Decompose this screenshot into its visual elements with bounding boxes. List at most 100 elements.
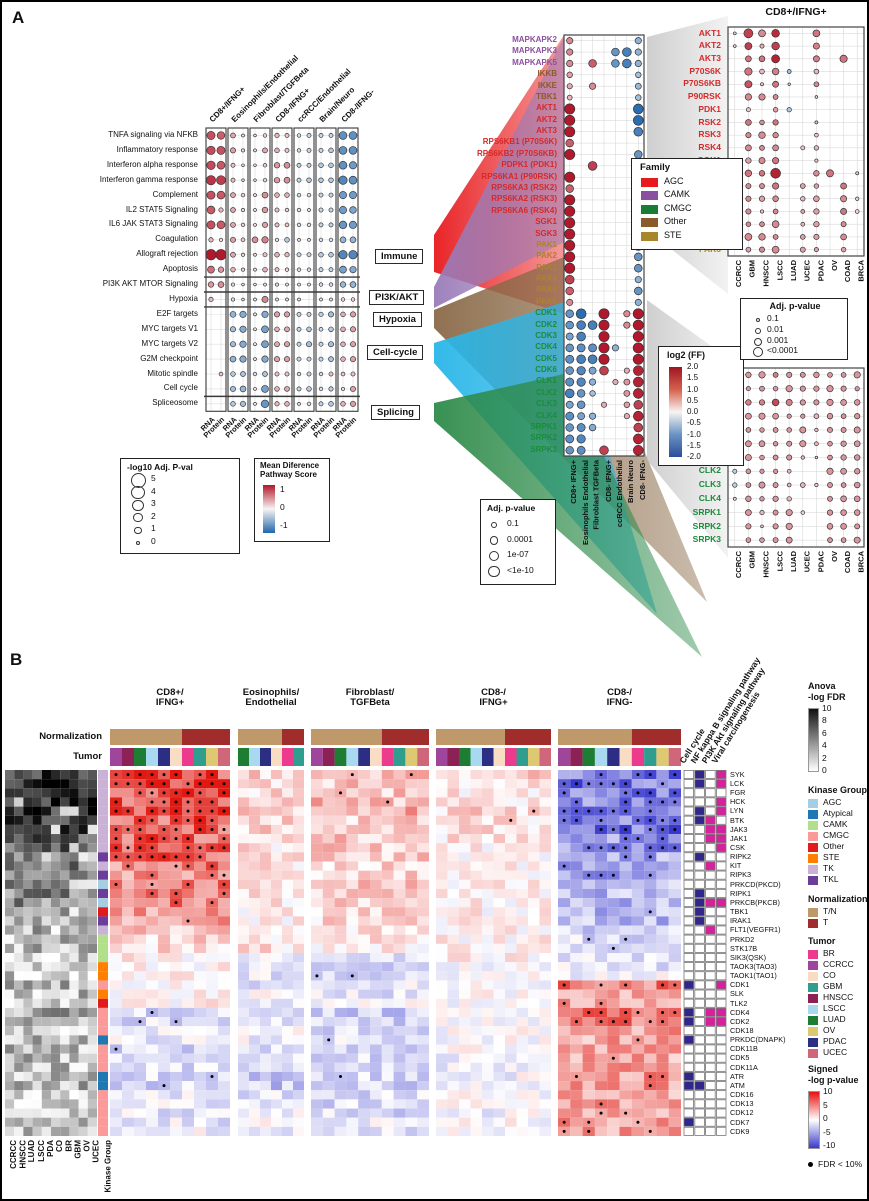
tumor-swatch [808, 1016, 818, 1025]
kinase-group-swatch [808, 854, 818, 863]
pathway-row-label: MYC targets V2 [141, 338, 198, 348]
tumor-label: PDAC [823, 1036, 847, 1046]
right-col-tick: HNSCC [761, 551, 771, 578]
anova-legend-bar [808, 708, 819, 772]
right-col-tick: BRCA [856, 260, 866, 282]
signed-legend-tick: -5 [823, 1126, 831, 1137]
right-col-tick: HNSCC [761, 260, 771, 287]
kinase-row-label: CDK6 [535, 365, 557, 375]
right-col-tick: COAD [843, 551, 853, 574]
kinase-row-label: RPS6KB2 (P70S6KB) [476, 148, 557, 158]
block-title: Eosinophils/ Endothelial [242, 687, 300, 708]
pathway-row-label: Inflammatory response [116, 144, 198, 154]
normalization-legend-title: Normalization [808, 894, 868, 904]
tumor-swatch [808, 1038, 818, 1047]
size-legend-circle [131, 486, 145, 500]
adj-pvalue-right-value: <0.0001 [767, 345, 798, 356]
normalization-swatch [808, 919, 818, 928]
panelB-row-label: TLK2 [730, 998, 748, 1008]
right-row-label: CLK3 [698, 479, 721, 490]
right-row-label: CLK2 [698, 465, 721, 476]
pathway-row-label: Mitotic spindle [147, 368, 198, 378]
adj-pvalue-right-value: 0.001 [767, 334, 789, 345]
adj-pvalue-right-circle [752, 347, 764, 358]
panelB-row-label: FGR [730, 788, 746, 798]
kinase-group-label: AGC [823, 797, 842, 807]
right-col-tick: COAD [843, 260, 853, 283]
section-label-hypoxia: Hypoxia [373, 312, 422, 327]
log2-legend-tick: 1.0 [687, 384, 699, 394]
panelB-row-label: TBK1 [730, 907, 749, 917]
right-row-label: SRPK1 [692, 506, 721, 517]
kinase-col-tick: CD8- IFNG- [637, 460, 647, 500]
family-legend: Family AGC CAMK CMGC Other STE [631, 158, 743, 250]
kinase-row-label: CDK3 [535, 330, 557, 340]
tumor-label: CCRCC [823, 959, 854, 969]
panelB-row-label: CDK4 [730, 1007, 750, 1017]
panelB-row-label: KIT [730, 861, 742, 871]
kinase-row-label: RPS6KB1 (P70S6K) [482, 137, 557, 147]
tumor-label: LUAD [823, 1014, 846, 1024]
size-legend: -log10 Adj. P-val 5 4 3 2 1 0 [120, 458, 240, 554]
panelB-row-label: CDK12 [730, 1108, 754, 1118]
panelB-row-label: SLK [730, 989, 744, 999]
pathway-row-label: PI3K AKT MTOR Signaling [102, 279, 198, 289]
pathway-row-label: Hypoxia [169, 293, 198, 303]
section-label-immune: Immune [375, 249, 424, 264]
signed-legend-bar [808, 1091, 820, 1149]
color-legend-title1: Mean Diference [260, 461, 320, 470]
panelB-row-label: HCK [730, 797, 746, 807]
signed-legend-title: Signed [808, 1064, 839, 1074]
color-legend: Mean Diference Pathway Score 1 0 -1 [254, 458, 330, 542]
right-row-label: PDK1 [698, 103, 721, 114]
size-legend-value: 2 [151, 510, 156, 521]
kinase-row-label: PAK5 [536, 285, 557, 295]
pathway-dotplot [204, 127, 360, 412]
kinase-row-label: IKKB [537, 69, 557, 79]
kinase-row-label: CDK4 [535, 342, 557, 352]
kinase-row-label: CDK5 [535, 353, 557, 363]
anova-legend-tick: 8 [822, 715, 827, 726]
normalization-label: T/N [823, 906, 837, 916]
adj-pvalue-right-circle [753, 337, 763, 346]
kinase-row-label: AKT2 [536, 114, 557, 124]
kinase-group-swatch [808, 821, 818, 830]
panelB-row-label: PRKDC(DNAPK) [730, 1035, 786, 1045]
kinase-row-label: SGK1 [535, 217, 557, 227]
kinase-group-swatch [808, 843, 818, 852]
adj-pvalue-right-circle [755, 317, 761, 323]
pathway-row-label: Allograft rejection [136, 249, 198, 259]
log2-legend-tick: 0.5 [687, 395, 699, 405]
panelB-row-label: IRAK1 [730, 916, 752, 926]
anova-col-tick: LUAD [27, 1140, 37, 1163]
size-legend-value: 5 [151, 473, 156, 483]
kinase-group-swatch [808, 876, 818, 885]
anova-col-tick: HNSCC [18, 1140, 28, 1169]
block-title: CD8-/ IFNG- [606, 687, 633, 708]
right-col-tick: LSCC [775, 260, 785, 281]
tumor-legend-title: Tumor [808, 936, 836, 946]
kinase-col-tick: ccRCC Endothelial [614, 460, 624, 528]
kinase-row-label: RPS6KA2 (RSK3) [491, 194, 557, 204]
kinase-row-label: PAK1 [536, 239, 557, 249]
tumor-swatch [808, 983, 818, 992]
signed-legend-tick: 5 [823, 1099, 828, 1110]
panelB-row-label: SIK3(QSK) [730, 952, 767, 962]
anova-col-tick: OV [82, 1140, 92, 1152]
kinase-row-label: RPS6KA3 (RSK2) [491, 183, 557, 192]
family-legend-title: Family [640, 162, 671, 173]
panelB-row-label: ATR [730, 1071, 745, 1081]
log2-legend-bar [669, 367, 682, 457]
family-swatch [641, 178, 658, 187]
adj-pvalue-mid-title: Adj. p-value [487, 503, 536, 513]
kinase-group-swatch [808, 865, 818, 874]
kinase-row-label: RPS6KA1 (P90RSK) [481, 171, 557, 181]
right-col-tick: CCRCC [734, 260, 744, 288]
tumor-swatch [808, 972, 818, 981]
kinase-group-label: CMGC [823, 830, 849, 840]
kinase-group-swatch [808, 799, 818, 808]
size-legend-value: 3 [151, 498, 156, 509]
panelB-row-label: JAK1 [730, 833, 748, 843]
normalization-swatch [808, 908, 818, 917]
